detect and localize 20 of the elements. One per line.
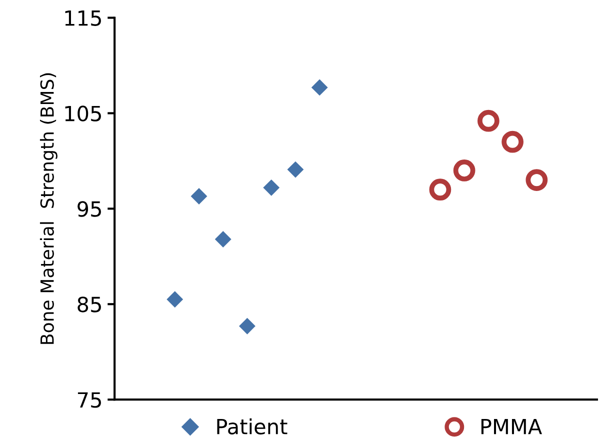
legend-label: Patient [217,418,288,434]
legend-label: PMMA [481,418,542,434]
point [214,231,232,248]
point [526,169,548,191]
point [239,318,256,334]
point [263,179,280,196]
point [429,178,452,201]
y-tick-label: 105 [65,106,101,122]
point [287,161,304,178]
y-axis-title: Bone Material Strength (BMS) [40,73,58,344]
point [190,188,208,204]
point [453,160,476,182]
point [477,110,500,132]
y-tick-label: 95 [78,201,101,217]
point [166,291,184,308]
y-tick-label: 75 [78,392,101,408]
y-tick-label: 85 [78,296,101,312]
point [502,130,524,153]
y-tick-label: 115 [65,10,101,26]
point [311,79,328,96]
